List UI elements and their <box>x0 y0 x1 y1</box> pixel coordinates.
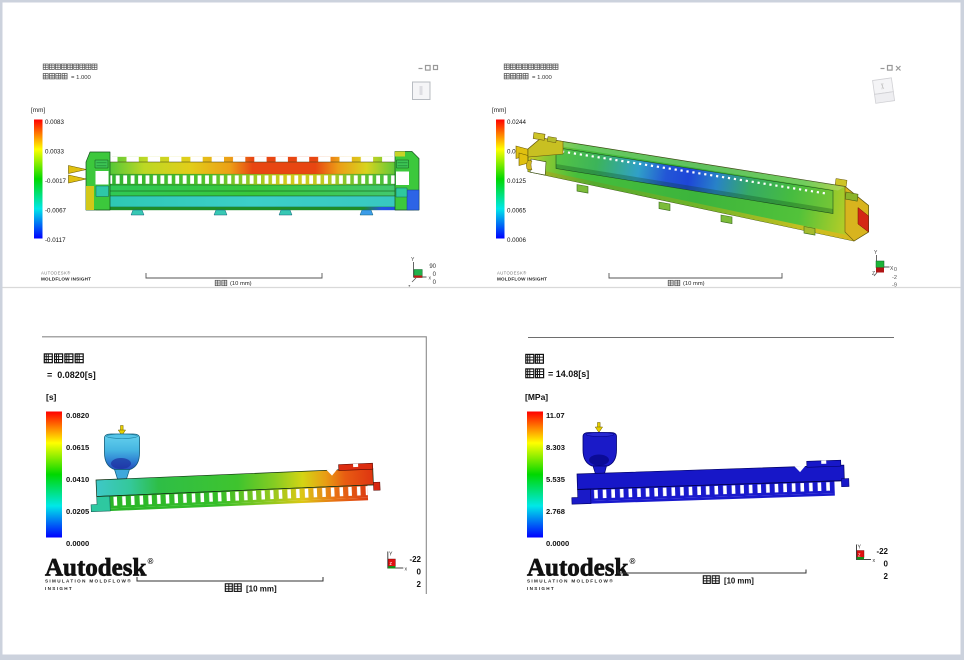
svg-text:-9: -9 <box>892 283 897 289</box>
svg-text:-0.0017: -0.0017 <box>45 178 67 185</box>
svg-text:Y: Y <box>858 545 862 551</box>
svg-text:0.0033: 0.0033 <box>45 149 64 156</box>
svg-text:0.0006: 0.0006 <box>507 237 526 244</box>
svg-text:®: ® <box>630 557 636 566</box>
svg-text:= 1.000: = 1.000 <box>71 75 92 81</box>
svg-text:x: x <box>429 276 432 282</box>
svg-text:0.0410: 0.0410 <box>66 475 89 484</box>
svg-text:11.07: 11.07 <box>546 411 565 420</box>
svg-text:Z: Z <box>872 271 875 277</box>
svg-text:AUTODESK®: AUTODESK® <box>497 271 527 276</box>
svg-text:2: 2 <box>417 580 422 589</box>
svg-text:INSIGHT: INSIGHT <box>45 586 73 591</box>
svg-text:0.0000: 0.0000 <box>546 539 569 548</box>
svg-text:0: 0 <box>433 280 437 286</box>
svg-text:0: 0 <box>894 267 897 273</box>
svg-text:Y: Y <box>874 250 878 256</box>
svg-text:-0.0117: -0.0117 <box>45 237 66 244</box>
svg-text:-22: -22 <box>409 555 421 564</box>
svg-text:Y: Y <box>411 257 415 263</box>
svg-text:2: 2 <box>884 572 889 581</box>
svg-text:SIMULATION MOLDFLOW®: SIMULATION MOLDFLOW® <box>527 578 614 584</box>
svg-text:0: 0 <box>417 568 422 577</box>
svg-text:8.303: 8.303 <box>546 443 565 452</box>
svg-text:0.0205: 0.0205 <box>66 507 90 516</box>
svg-text:[s]: [s] <box>46 392 57 402</box>
svg-text:z: z <box>390 561 393 567</box>
svg-text:(10 mm): (10 mm) <box>683 281 705 287</box>
svg-text:0.0125: 0.0125 <box>507 178 526 185</box>
svg-text:AUTODESK®: AUTODESK® <box>41 271 71 276</box>
svg-text:[mm]: [mm] <box>31 107 45 114</box>
svg-text:Autodesk: Autodesk <box>45 555 147 582</box>
svg-text:0: 0 <box>884 560 889 569</box>
svg-text:0.0244: 0.0244 <box>507 119 526 126</box>
svg-text:x: x <box>405 567 408 573</box>
svg-text:-22: -22 <box>876 547 888 556</box>
svg-text:2.768: 2.768 <box>546 507 565 516</box>
svg-text:-2: -2 <box>892 275 897 281</box>
svg-text:z: z <box>858 553 861 559</box>
svg-text:MOLDFLOW INSIGHT: MOLDFLOW INSIGHT <box>497 277 547 282</box>
svg-text:-0.0067: -0.0067 <box>45 208 67 215</box>
svg-text:SIMULATION MOLDFLOW®: SIMULATION MOLDFLOW® <box>45 578 132 584</box>
svg-text:0.0000: 0.0000 <box>66 539 89 548</box>
svg-text:0.0083: 0.0083 <box>45 119 64 126</box>
svg-text:Autodesk: Autodesk <box>527 555 629 582</box>
svg-text:x: x <box>873 558 876 564</box>
svg-text:[10 mm]: [10 mm] <box>246 585 277 594</box>
svg-text:Y: Y <box>389 552 393 558</box>
svg-text:= 14.08[s]: = 14.08[s] <box>548 369 589 379</box>
svg-text:[MPa]: [MPa] <box>525 392 548 402</box>
svg-text:®: ® <box>148 557 154 566</box>
svg-text:0: 0 <box>433 272 437 278</box>
svg-text:[mm]: [mm] <box>492 107 506 114</box>
svg-text:0.0065: 0.0065 <box>507 208 526 215</box>
svg-text:0.0820: 0.0820 <box>66 411 89 420</box>
svg-text:0.0615: 0.0615 <box>66 443 90 452</box>
svg-text:INSIGHT: INSIGHT <box>527 586 555 591</box>
svg-text:MOLDFLOW INSIGHT: MOLDFLOW INSIGHT <box>41 277 91 282</box>
svg-text:5.535: 5.535 <box>546 475 566 484</box>
svg-text:[10 mm]: [10 mm] <box>724 577 754 586</box>
svg-text:= 1.000: = 1.000 <box>532 75 553 81</box>
svg-text:= 0.0820[s]: = 0.0820[s] <box>47 370 96 380</box>
svg-text:90: 90 <box>429 264 436 270</box>
svg-text:(10 mm): (10 mm) <box>230 281 252 287</box>
svg-text:X: X <box>890 266 894 272</box>
